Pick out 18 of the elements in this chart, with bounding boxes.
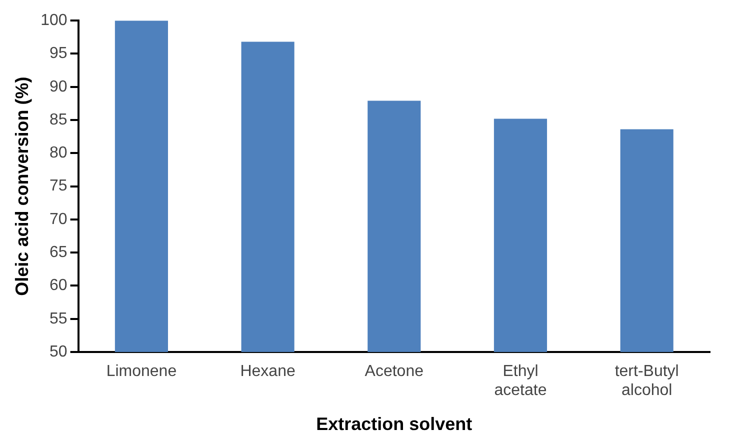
y-tick-label: 70 (50, 210, 68, 228)
x-tick-label: Acetone (364, 363, 424, 380)
x-axis-title: Extraction solvent (316, 414, 472, 434)
x-tick-label: Limonene (106, 363, 177, 380)
x-tick-label: Ethyl acetate (494, 363, 547, 400)
y-tick-label: 80 (50, 144, 68, 162)
y-tick-label: 50 (50, 343, 68, 360)
x-tick-label: tert-Butyl alcohol (614, 363, 679, 400)
y-tick-label: 75 (50, 178, 68, 195)
y-tick-label: 85 (50, 111, 68, 128)
y-tick-label: 100 (40, 12, 68, 30)
y-tick-label: 55 (50, 310, 68, 328)
y-tick-label: 90 (50, 78, 68, 96)
y-tick-label: 60 (50, 277, 68, 294)
y-tick-label: 95 (50, 45, 68, 62)
x-tick-label: Hexane (240, 363, 296, 380)
y-axis-title: Oleic acid conversion (%) (12, 76, 32, 296)
y-tick-label: 65 (50, 244, 68, 261)
